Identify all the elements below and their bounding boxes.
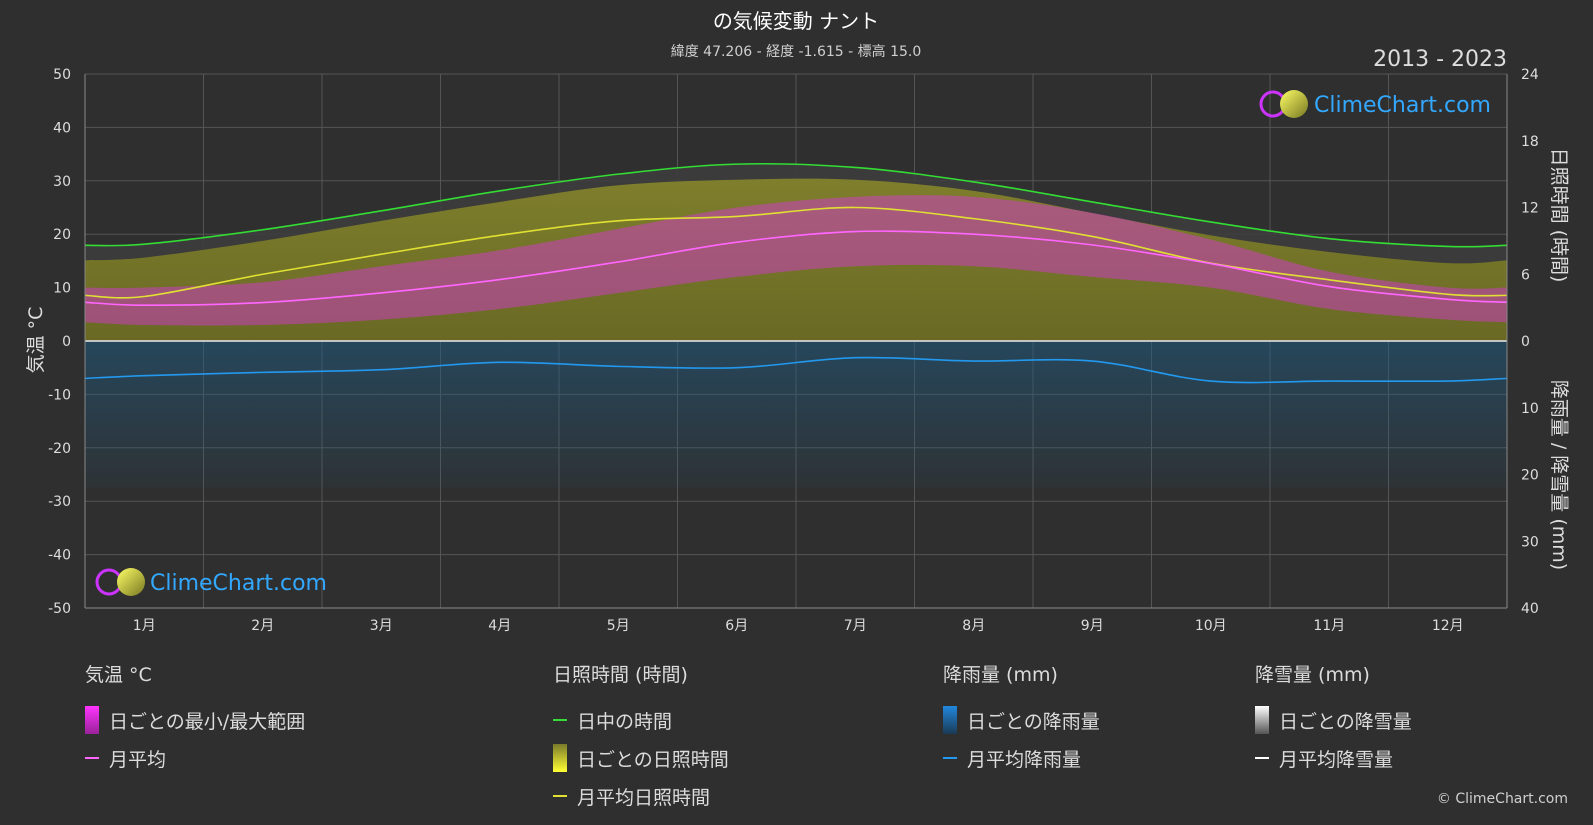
legend-item: 日ごとの最小/最大範囲 [85, 701, 305, 739]
legend-label: 日ごとの降雨量 [967, 710, 1100, 733]
chart-subtitle: 緯度 47.206 - 経度 -1.615 - 標高 15.0 [671, 43, 922, 60]
legend-temperature: 気温 °C 日ごとの最小/最大範囲 月平均 [85, 660, 305, 777]
series-line [84, 162, 1508, 248]
line-swatch-icon [1255, 757, 1269, 759]
legend-item: 月平均日照時間 [553, 777, 729, 815]
y-right-tick-label: 6 [1521, 267, 1530, 283]
legend-item: 月平均 [85, 739, 305, 777]
y-right-top-label: 日照時間 (時間) [1548, 148, 1570, 283]
legend-label: 日ごとの最小/最大範囲 [109, 710, 306, 733]
y-left-tick-label: -10 [48, 387, 71, 403]
watermark-top: ClimeChart.com [1259, 90, 1491, 118]
x-tick-label: 5月 [607, 618, 630, 634]
legend-label: 日中の時間 [577, 710, 673, 733]
y-left-tick-label: -50 [48, 601, 71, 617]
legend-item: 月平均降雨量 [943, 739, 1100, 777]
y-right-tick-label: 20 [1521, 468, 1539, 484]
y-right-tick-label: 10 [1521, 401, 1539, 417]
series-line [84, 230, 1508, 307]
y-right-tick-label: 0 [1521, 334, 1530, 350]
range-swatch-icon [943, 706, 957, 734]
legend-title: 気温 °C [85, 664, 152, 686]
y-left-tick-label: -40 [48, 548, 71, 564]
range-swatch-icon [85, 706, 99, 734]
y-left-tick-label: 10 [53, 281, 71, 297]
range-swatch-icon [1255, 706, 1269, 734]
legend-label: 日ごとの日照時間 [577, 748, 729, 771]
x-tick-label: 12月 [1432, 618, 1464, 634]
legend-item: 日ごとの降雪量 [1255, 701, 1412, 739]
y-left-label: 気温 °C [25, 307, 47, 374]
legend-title: 降雪量 (mm) [1255, 664, 1370, 686]
legend-item: 日中の時間 [553, 701, 729, 739]
y-left-tick-label: 40 [53, 120, 71, 136]
x-tick-label: 7月 [844, 618, 867, 634]
y-right-bottom-label: 降雨量 / 降雪量 (mm) [1548, 380, 1570, 570]
y-left-tick-label: 20 [53, 227, 71, 243]
legend-rain: 降雨量 (mm) 日ごとの降雨量 月平均降雨量 [943, 660, 1100, 777]
x-tick-label: 4月 [488, 618, 511, 634]
legend-label: 日ごとの降雪量 [1279, 710, 1412, 733]
legend-title: 降雨量 (mm) [943, 664, 1058, 686]
line-swatch-icon [943, 757, 957, 759]
y-right-tick-label: 18 [1521, 134, 1539, 150]
y-right-tick-label: 40 [1521, 601, 1539, 617]
line-swatch-icon [85, 757, 99, 759]
series-line [84, 206, 1508, 299]
legend-label: 月平均日照時間 [577, 786, 711, 809]
x-tick-label: 8月 [962, 618, 985, 634]
y-left-tick-label: 30 [53, 174, 71, 190]
legend-item: 日ごとの降雨量 [943, 701, 1100, 739]
y-left-tick-label: -30 [48, 494, 71, 510]
y-right-tick-label: 24 [1521, 67, 1539, 83]
rain-area [85, 341, 1507, 488]
line-swatch-icon [553, 719, 567, 721]
range-swatch-icon [553, 744, 567, 772]
legend-snow: 降雪量 (mm) 日ごとの降雪量 月平均降雪量 [1255, 660, 1412, 777]
legend-label: 月平均降雨量 [967, 748, 1082, 771]
legend-title: 日照時間 (時間) [553, 664, 688, 686]
series-line [84, 356, 1508, 384]
legend-item: 日ごとの日照時間 [553, 739, 729, 777]
y-right-tick-label: 12 [1521, 201, 1539, 217]
sunshine-band [85, 178, 1507, 341]
x-tick-label: 1月 [133, 618, 156, 634]
year-range: 2013 - 2023 [1373, 47, 1507, 72]
x-tick-label: 9月 [1081, 618, 1104, 634]
legend-item: 月平均降雪量 [1255, 739, 1412, 777]
logo-sun-icon [1280, 90, 1308, 118]
watermark-text: ClimeChart.com [1314, 93, 1491, 118]
legend-sunshine: 日照時間 (時間) 日中の時間 日ごとの日照時間 月平均日照時間 [553, 660, 729, 815]
legend-label: 月平均 [109, 748, 167, 771]
y-left-tick-label: 0 [62, 334, 71, 350]
x-tick-label: 10月 [1195, 618, 1227, 634]
legend-label: 月平均降雪量 [1279, 748, 1394, 771]
line-swatch-icon [553, 795, 567, 797]
copyright: © ClimeChart.com [1436, 791, 1568, 807]
temp-range-band [85, 195, 1507, 326]
y-left-tick-label: 50 [53, 67, 71, 83]
x-tick-label: 2月 [251, 618, 274, 634]
x-tick-label: 3月 [370, 618, 393, 634]
watermark-text: ClimeChart.com [150, 571, 327, 596]
x-tick-label: 11月 [1313, 618, 1345, 634]
x-tick-label: 6月 [725, 618, 748, 634]
y-right-tick-label: 30 [1521, 534, 1539, 550]
watermark-bottom: ClimeChart.com [95, 568, 327, 596]
chart-title: の気候変動 ナント [713, 9, 879, 33]
y-left-tick-label: -20 [48, 441, 71, 457]
logo-sun-icon [117, 568, 145, 596]
